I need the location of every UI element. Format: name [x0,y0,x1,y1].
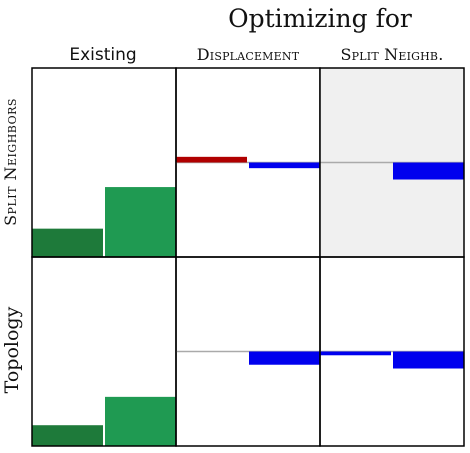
column-header-split-neighb: Split Neighb. [341,45,444,64]
chart-title: Optimizing for [228,4,412,33]
row-header-split-neighbors: Split Neighbors [1,98,20,226]
bar-delta-r1c2-1 [393,351,464,369]
plot-grid [31,67,465,447]
bar-delta-r0c2-1 [393,162,464,180]
bar-existing-r1c0-0 [32,425,103,446]
bar-existing-r1c0-1 [105,396,176,446]
column-header-existing: Existing [69,45,136,65]
bar-existing-r0c0-1 [105,187,176,257]
column-header-displacement: Displacement [197,45,300,64]
bar-delta-r0c1-1 [249,162,320,169]
bar-delta-r0c1-0 [176,156,247,163]
cell-frame-r1c2 [319,256,465,447]
bar-delta-r1c1-1 [249,351,320,365]
bar-existing-r0c0-0 [32,228,103,257]
bar-delta-r1c2-0 [320,351,391,356]
row-header-topology: Topology [1,306,23,393]
